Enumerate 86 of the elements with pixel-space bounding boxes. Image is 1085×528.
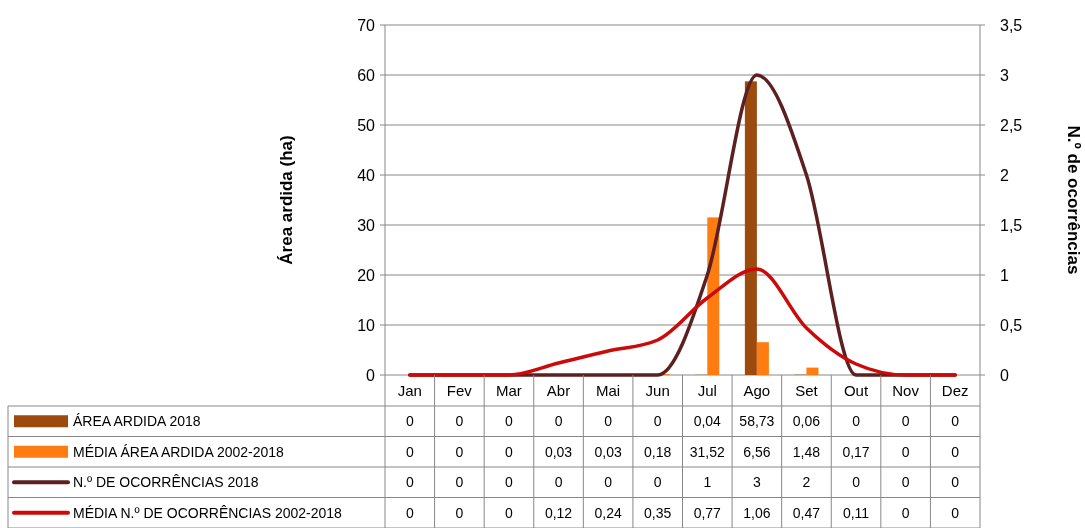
data-label: 0,04 <box>693 413 722 430</box>
data-label: 0 <box>554 413 563 430</box>
x-tick-label: Jul <box>697 382 717 400</box>
data-label: 0 <box>405 474 414 491</box>
data-label: 0 <box>455 443 464 460</box>
data-label: 0,47 <box>792 504 821 521</box>
bar <box>756 342 769 375</box>
data-label: 0 <box>505 504 514 521</box>
data-label: 0 <box>405 443 414 460</box>
y-tick-label: 0 <box>366 366 376 384</box>
data-label: 2 <box>802 474 811 491</box>
data-label: 0,77 <box>693 504 722 521</box>
y2-tick-label: 0 <box>1000 366 1009 384</box>
y2-axis-title: N.º de ocorrências <box>1064 125 1083 275</box>
x-tick-label: Jun <box>645 382 670 400</box>
data-label: 6,56 <box>743 443 771 460</box>
bar <box>744 81 757 375</box>
y-tick-label: 20 <box>357 266 376 284</box>
data-label: 0 <box>951 474 960 491</box>
data-label: 3 <box>752 474 761 491</box>
legend-label: N.º DE OCORRÊNCIAS 2018 <box>73 474 259 491</box>
data-label: 0,18 <box>644 443 672 460</box>
y-tick-label: 50 <box>357 116 376 134</box>
data-label: 0 <box>455 474 464 491</box>
data-label: 0 <box>455 413 464 430</box>
data-label: 0,12 <box>544 504 573 521</box>
data-label: 0 <box>951 413 960 430</box>
y2-tick-label: 1 <box>1000 266 1009 284</box>
data-label: 0,03 <box>594 443 622 460</box>
x-tick-label: Mai <box>596 382 621 400</box>
x-tick-label: Fev <box>446 382 473 400</box>
data-label: 31,52 <box>689 443 726 460</box>
data-label: 0 <box>405 504 414 521</box>
x-tick-label: Nov <box>892 382 920 400</box>
x-tick-label: Dez <box>941 382 969 400</box>
y2-tick-label: 0,5 <box>1000 316 1023 334</box>
data-label: 0 <box>505 443 514 460</box>
data-label: 0 <box>653 474 662 491</box>
data-label: 0 <box>505 474 514 491</box>
x-tick-label: Ago <box>743 382 771 400</box>
y2-tick-label: 1,5 <box>1000 216 1023 234</box>
data-label: 0 <box>951 443 960 460</box>
y2-tick-label: 2,5 <box>1000 116 1023 134</box>
y2-tick-label: 2 <box>1000 166 1009 184</box>
y-tick-label: 40 <box>357 166 376 184</box>
data-label: 0 <box>604 474 613 491</box>
data-label: 0 <box>901 474 910 491</box>
data-label: 0,03 <box>544 443 573 460</box>
data-label: 0,35 <box>644 504 672 521</box>
y2-tick-label: 3 <box>1000 66 1009 84</box>
y-tick-label: 70 <box>357 16 376 34</box>
data-label: 0,17 <box>842 443 870 460</box>
x-tick-label: Out <box>843 382 869 400</box>
data-label: 1 <box>703 474 712 491</box>
bar <box>806 367 819 375</box>
data-label: 0 <box>852 413 861 430</box>
data-label: 0 <box>455 504 464 521</box>
data-label: 0 <box>951 504 960 521</box>
data-label: 0 <box>901 443 910 460</box>
line-series <box>408 267 957 377</box>
data-label: 0 <box>653 413 662 430</box>
data-label: 0 <box>901 413 910 430</box>
data-label: 0 <box>852 474 861 491</box>
x-tick-label: Abr <box>546 382 571 400</box>
data-label: 0 <box>901 504 910 521</box>
legend-label: ÁREA ARDIDA 2018 <box>73 413 201 430</box>
x-tick-label: Set <box>795 382 819 400</box>
data-label: 1,06 <box>743 504 771 521</box>
data-label: 1,48 <box>792 443 821 460</box>
y-axis-title: Área ardida (ha) <box>277 135 296 265</box>
data-label: 0 <box>604 413 613 430</box>
legend-label: MÉDIA ÁREA ARDIDA 2002-2018 <box>73 443 285 460</box>
y-tick-label: 60 <box>357 66 376 84</box>
x-tick-label: Jan <box>397 382 422 400</box>
data-label: 0,24 <box>594 504 622 521</box>
legend-label: MÉDIA N.º DE OCORRÊNCIAS 2002-2018 <box>73 504 343 521</box>
data-label: 0,11 <box>842 504 870 521</box>
y2-tick-label: 3,5 <box>1000 16 1023 34</box>
data-label: 0 <box>405 413 414 430</box>
data-label: 0 <box>505 413 514 430</box>
y-tick-label: 30 <box>357 216 376 234</box>
x-tick-label: Mar <box>496 382 522 400</box>
data-label: 58,73 <box>739 413 775 430</box>
y-tick-label: 10 <box>357 316 376 334</box>
data-label: 0 <box>554 474 563 491</box>
data-label: 0,06 <box>792 413 821 430</box>
